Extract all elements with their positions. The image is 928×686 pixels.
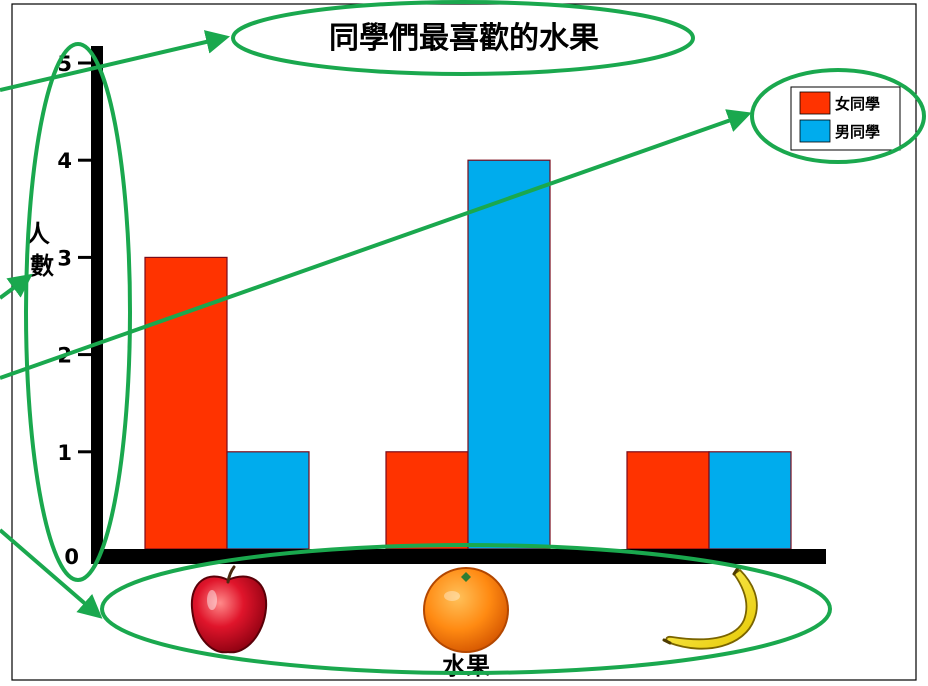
y-axis-highlight-ellipse [24,42,132,582]
apple-icon [190,565,268,654]
legend-swatch-male [799,119,831,143]
y-tick-label-0: 0 [64,545,79,569]
chart-title: 同學們最喜歡的水果 [329,21,599,56]
y-axis-label: 人 數 [26,220,58,280]
bar-apple-female [144,256,228,550]
y-tick-label-1: 1 [57,441,72,465]
title-highlight-ellipse [231,0,695,76]
legend-swatch-female [799,91,831,115]
x-axis-label: 水果 [442,652,490,680]
arrow-to-title [0,30,231,92]
bar-orange-male [467,159,551,550]
legend-label-female: 女同學 [835,95,880,113]
y-axis-label-char-2: 數 [30,252,54,280]
banana-icon [662,566,758,650]
arrow-to-legend [0,109,752,380]
legend-label-male: 男同學 [835,123,880,141]
arrow-to-y-axis [0,273,33,300]
arrow-to-x-axis [0,528,103,619]
bar-banana-female [626,451,710,550]
y-axis-line [91,46,103,564]
orange-icon [423,567,509,653]
y-tick-label-3: 3 [57,246,72,270]
legend-highlight-ellipse [750,68,926,164]
bar-orange-female [385,451,469,550]
y-tick-label-4: 4 [57,149,72,173]
bars [144,159,792,550]
bar-apple-male [226,451,310,550]
bar-banana-male [708,451,792,550]
